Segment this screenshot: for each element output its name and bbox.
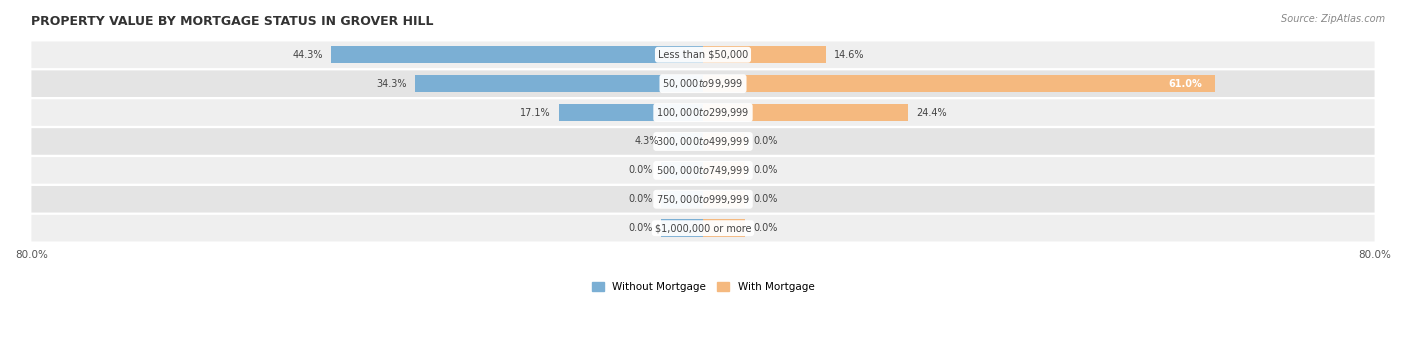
Text: 0.0%: 0.0%: [754, 165, 778, 175]
FancyBboxPatch shape: [31, 70, 1375, 97]
Bar: [703, 75, 1215, 92]
Text: $100,000 to $299,999: $100,000 to $299,999: [657, 106, 749, 119]
Text: 34.3%: 34.3%: [377, 79, 406, 89]
Text: 4.3%: 4.3%: [634, 136, 658, 147]
Bar: [415, 75, 703, 92]
Text: $300,000 to $499,999: $300,000 to $499,999: [657, 135, 749, 148]
Bar: [703, 220, 745, 237]
Text: Source: ZipAtlas.com: Source: ZipAtlas.com: [1281, 14, 1385, 24]
Text: 61.0%: 61.0%: [1168, 79, 1202, 89]
Text: 0.0%: 0.0%: [754, 223, 778, 233]
Text: Less than $50,000: Less than $50,000: [658, 50, 748, 60]
Bar: [703, 46, 825, 63]
Text: $750,000 to $999,999: $750,000 to $999,999: [657, 193, 749, 206]
Bar: [661, 162, 703, 179]
Legend: Without Mortgage, With Mortgage: Without Mortgage, With Mortgage: [588, 278, 818, 296]
Bar: [332, 46, 703, 63]
FancyBboxPatch shape: [31, 215, 1375, 241]
Text: $500,000 to $749,999: $500,000 to $749,999: [657, 164, 749, 177]
FancyBboxPatch shape: [31, 186, 1375, 212]
FancyBboxPatch shape: [31, 99, 1375, 126]
Text: 0.0%: 0.0%: [628, 194, 652, 204]
Text: $50,000 to $99,999: $50,000 to $99,999: [662, 77, 744, 90]
Text: PROPERTY VALUE BY MORTGAGE STATUS IN GROVER HILL: PROPERTY VALUE BY MORTGAGE STATUS IN GRO…: [31, 15, 434, 28]
Text: 0.0%: 0.0%: [754, 194, 778, 204]
Text: 14.6%: 14.6%: [834, 50, 865, 60]
Bar: [560, 104, 703, 121]
FancyBboxPatch shape: [31, 157, 1375, 184]
Text: 44.3%: 44.3%: [292, 50, 323, 60]
Text: $1,000,000 or more: $1,000,000 or more: [655, 223, 751, 233]
Text: 0.0%: 0.0%: [628, 223, 652, 233]
Bar: [661, 191, 703, 208]
FancyBboxPatch shape: [31, 42, 1375, 68]
Bar: [703, 133, 745, 150]
Text: 0.0%: 0.0%: [628, 165, 652, 175]
Bar: [703, 191, 745, 208]
Text: 24.4%: 24.4%: [917, 107, 946, 118]
Bar: [703, 162, 745, 179]
Bar: [666, 133, 703, 150]
Bar: [661, 220, 703, 237]
FancyBboxPatch shape: [31, 128, 1375, 155]
Bar: [703, 104, 908, 121]
Text: 0.0%: 0.0%: [754, 136, 778, 147]
Text: 17.1%: 17.1%: [520, 107, 551, 118]
